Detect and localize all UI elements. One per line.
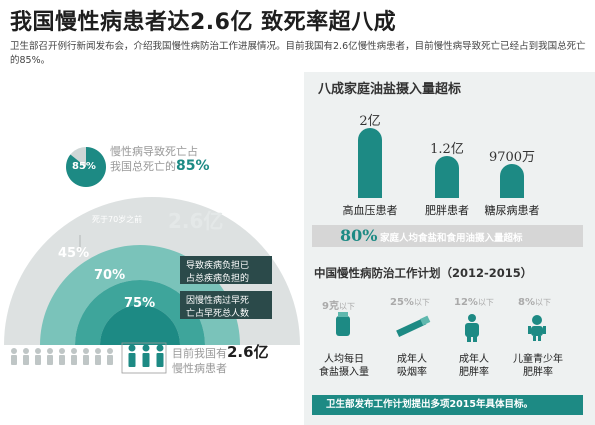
pie-85-label: 85% bbox=[72, 161, 96, 172]
patients-value: 2.6亿 bbox=[227, 343, 269, 361]
patients-line2: 慢性病患者 bbox=[172, 362, 227, 375]
goal-adult-obesity-label: 成年人 肥胖率 bbox=[459, 354, 489, 378]
bar-2 bbox=[500, 164, 524, 198]
early-line2: 亡占早死总人数 bbox=[186, 309, 250, 319]
bar-category-label-2: 糖尿病患者 bbox=[484, 204, 540, 217]
goal-salt-value: 9克以下 bbox=[322, 301, 355, 312]
burden-callout bbox=[180, 256, 272, 284]
goal-child-obesity-value: 8%以下 bbox=[518, 297, 551, 308]
before-70-label: 死于70岁之前 bbox=[92, 215, 143, 224]
ring-inner bbox=[100, 305, 180, 345]
bar-category-label-0: 高血压患者 bbox=[342, 204, 398, 217]
people-bracket bbox=[121, 342, 167, 374]
goal-child-obesity-label: 儿童青少年 肥胖率 bbox=[513, 354, 563, 378]
patients-line1: 目前我国有2.6亿 bbox=[172, 341, 269, 362]
pct-70-label: 70% bbox=[94, 268, 126, 283]
early-line1: 因慢性病过早死 bbox=[186, 296, 250, 306]
burden-line1: 导致疾病负担已 bbox=[186, 261, 250, 271]
goal-smoke-label: 成年人 吸烟率 bbox=[397, 354, 427, 378]
bar-value-label-1: 1.2亿 bbox=[430, 142, 464, 157]
bar-value-label-0: 2亿 bbox=[359, 114, 381, 129]
goal-salt-label: 人均每日 食盐摄入量 bbox=[319, 354, 369, 378]
death-line2: 我国总死亡的85% bbox=[110, 158, 210, 174]
footer-note: 卫生部发布工作计划提出多项2015年具体目标。 bbox=[312, 395, 583, 415]
goal-adult-obesity-value: 12%以下 bbox=[454, 297, 494, 308]
pill-80-value: 80% bbox=[340, 226, 378, 245]
left-infographic bbox=[4, 147, 300, 374]
goal-smoke-value: 25%以下 bbox=[390, 297, 430, 308]
people-icons-grey bbox=[11, 348, 113, 365]
pct-45-label: 45% bbox=[58, 246, 90, 261]
right-panel bbox=[304, 72, 595, 425]
salt-pill: 80% 家庭人均食盐和食用油摄入量超标 bbox=[312, 225, 583, 247]
bar-0 bbox=[358, 128, 382, 198]
death-line1: 慢性病导致死亡占 bbox=[110, 145, 198, 158]
ring-middle bbox=[75, 280, 205, 345]
bar-1 bbox=[435, 156, 459, 198]
pill-text: 家庭人均食盐和食用油摄入量超标 bbox=[380, 233, 523, 244]
bar-chart: 2亿高血压患者 1.2亿肥胖患者 9700万糖尿病患者 bbox=[312, 100, 583, 218]
pct-75-label: 75% bbox=[124, 296, 156, 311]
page-title: 我国慢性病患者达2.6亿 致死率超八成 bbox=[10, 10, 397, 35]
bar-category-label-1: 肥胖患者 bbox=[425, 204, 469, 217]
people-icons-teal bbox=[128, 344, 164, 367]
patients-prefix: 目前我国有 bbox=[172, 347, 227, 360]
death-85-value: 85% bbox=[176, 158, 210, 174]
intro-paragraph: 卫生部召开例行新闻发布会，介绍我国慢性病防治工作进展情况。目前我国有2.6亿慢性… bbox=[10, 41, 586, 66]
death-line2-prefix: 我国总死亡的 bbox=[110, 160, 176, 173]
plan-title: 中国慢性病防治工作计划（2012-2015） bbox=[314, 266, 533, 280]
burden-line2: 占总疾病负担的 bbox=[186, 274, 250, 284]
pie-85 bbox=[66, 147, 107, 187]
bar-value-label-2: 9700万 bbox=[488, 150, 536, 165]
salt-title: 八成家庭油盐摄入量超标 bbox=[318, 82, 462, 97]
ghost-2-6: 2.6亿 bbox=[168, 209, 224, 233]
early-callout bbox=[180, 291, 272, 319]
